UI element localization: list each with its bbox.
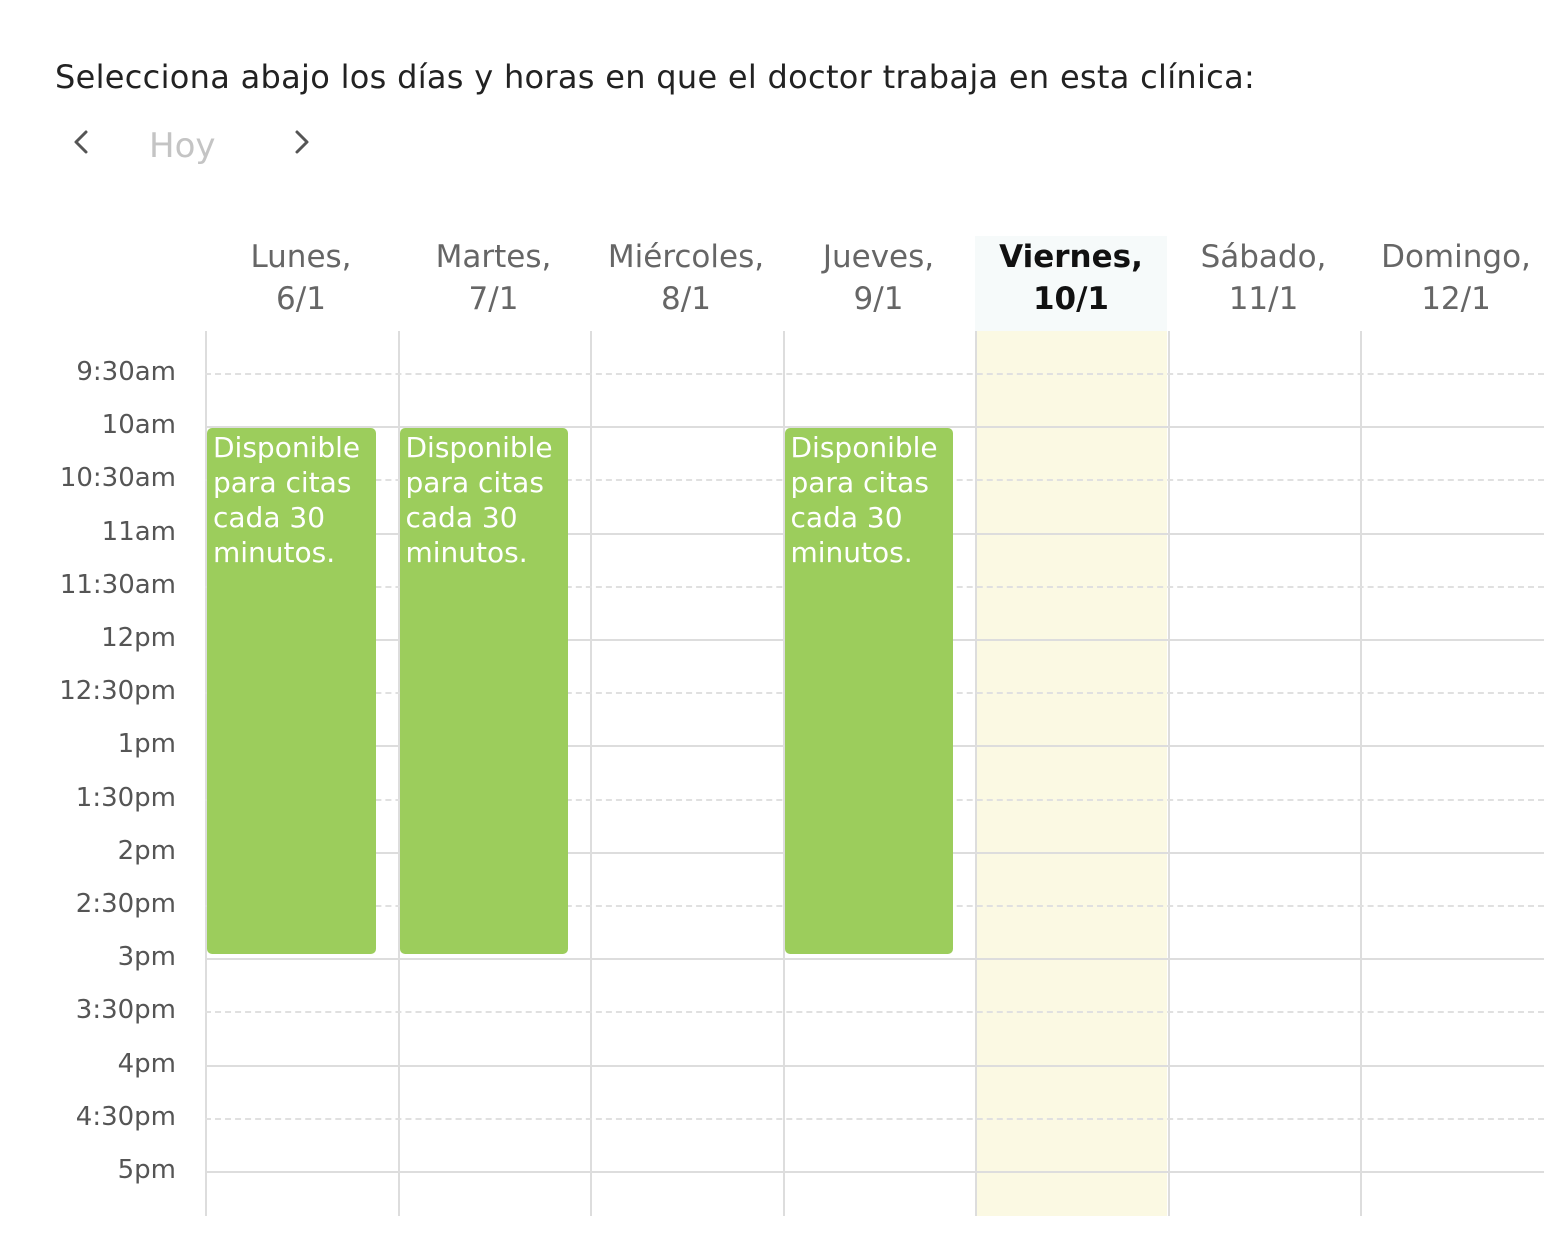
day-header-4[interactable]: Viernes, 10/1 [975, 236, 1167, 331]
chevron-left-icon [74, 130, 88, 154]
day-column-2[interactable] [590, 331, 782, 1216]
chevron-right-icon [295, 130, 309, 154]
time-label: 3pm [117, 942, 176, 973]
day-column-4[interactable] [975, 331, 1167, 1216]
time-label: 4:30pm [75, 1101, 176, 1132]
availability-event[interactable]: Disponible para citas cada 30 minutos. [784, 428, 953, 955]
time-label: 10:30am [59, 463, 176, 494]
day-header-5[interactable]: Sábado, 11/1 [1168, 236, 1360, 331]
day-date: 12/1 [1421, 281, 1491, 317]
availability-event[interactable]: Disponible para citas cada 30 minutos. [207, 428, 376, 955]
today-button[interactable]: Hoy [149, 126, 216, 166]
time-label: 3:30pm [75, 995, 176, 1026]
availability-event[interactable]: Disponible para citas cada 30 minutos. [399, 428, 568, 955]
day-header-1[interactable]: Martes, 7/1 [398, 236, 590, 331]
grid-line [205, 1064, 1544, 1067]
day-date: 7/1 [468, 281, 519, 317]
day-date: 6/1 [276, 281, 326, 317]
day-name: Lunes, [250, 239, 352, 275]
day-column-3[interactable] [782, 331, 975, 1216]
time-label: 1pm [117, 729, 176, 760]
day-header-2[interactable]: Miércoles, 8/1 [590, 236, 782, 331]
day-column-5[interactable] [1167, 331, 1360, 1216]
time-label: 11am [101, 516, 176, 547]
day-header-0[interactable]: Lunes, 6/1 [205, 236, 397, 331]
day-column-1[interactable] [397, 331, 590, 1216]
prev-week-button[interactable] [55, 118, 105, 168]
day-name: Sábado, [1200, 239, 1327, 275]
time-label: 12:30pm [59, 676, 176, 707]
time-label: 5pm [117, 1155, 176, 1185]
day-date: 10/1 [1032, 281, 1110, 317]
day-header-6[interactable]: Domingo, 12/1 [1360, 236, 1544, 331]
time-label: 1:30pm [75, 782, 176, 813]
grid-line [205, 1117, 1544, 1120]
grid-line [205, 1171, 1544, 1173]
time-label: 10am [101, 410, 176, 441]
day-name: Viernes, [999, 239, 1143, 275]
time-label: 2:30pm [75, 889, 176, 919]
day-date: 8/1 [661, 281, 711, 317]
time-label: 2pm [117, 835, 176, 866]
day-column-6[interactable] [1360, 331, 1544, 1216]
day-header-3[interactable]: Jueves, 9/1 [783, 236, 975, 331]
day-date: 11/1 [1228, 281, 1299, 317]
week-calendar: Lunes, 6/1 Martes, 7/1 Miércoles, 8/1 Jueves, 9… [0, 230, 1544, 1216]
time-label: 12pm [101, 623, 176, 653]
time-label: 4pm [117, 1048, 176, 1079]
day-name: Miércoles, [607, 239, 765, 275]
day-column-0[interactable] [205, 331, 397, 1216]
grid-line [205, 958, 1544, 961]
time-label: 9:30am [76, 357, 176, 387]
next-week-button[interactable] [277, 118, 327, 168]
day-name: Jueves, [822, 239, 935, 275]
grid-line [205, 426, 1544, 429]
instructions-text: Selecciona abajo los días y horas en que… [55, 58, 1256, 96]
grid-line [205, 1011, 1544, 1014]
day-date: 9/1 [853, 281, 904, 317]
day-name: Martes, [435, 239, 552, 275]
grid-line [205, 373, 1544, 375]
time-label: 11:30am [59, 569, 176, 600]
day-name: Domingo, [1381, 239, 1531, 275]
calendar-grid: Disponible para citas cada 30 minutos. Di… [205, 331, 1544, 1216]
